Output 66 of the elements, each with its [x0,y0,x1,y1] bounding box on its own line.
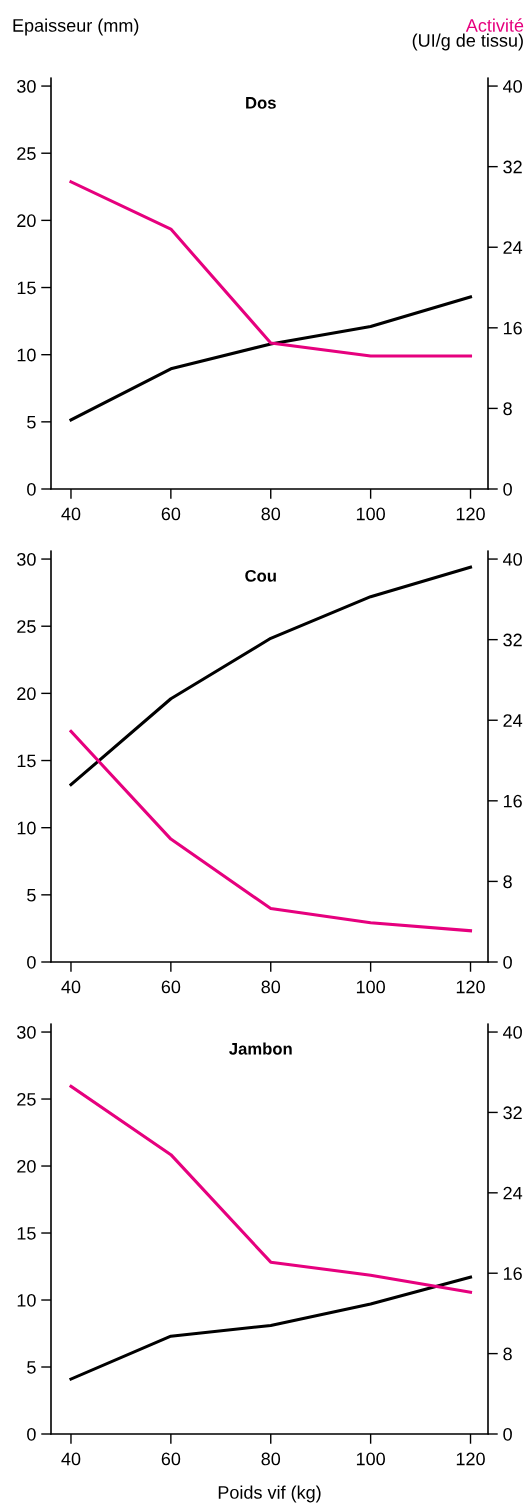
y-tick-label: 25 [17,620,36,633]
x-tick-label: 100 [356,507,385,521]
x-tick-label: 120 [456,980,485,994]
y2-tick-label: 24 [503,1186,523,1200]
y2-tick-label: 8 [503,402,512,416]
x-tick-label: 40 [61,1452,81,1466]
line-series [69,1084,473,1294]
x-tick-label: 80 [261,507,281,521]
y-tick-label: 15 [17,281,36,295]
x-tick-label: 80 [261,1452,281,1466]
y2-tick-label: 24 [503,714,523,727]
y2-tick-label: 40 [503,79,522,93]
y-tick-label: 20 [17,1159,36,1173]
y2-tick-label: 40 [503,552,522,566]
x-tick-label: 60 [161,980,181,994]
x-tick-label: 40 [61,980,81,994]
line-series [69,295,473,422]
y-tick-label: 15 [17,1227,36,1240]
y2-tick-label: 40 [503,1025,522,1039]
y-tick-label: 10 [17,1293,36,1307]
x-tick-label: 60 [161,1452,181,1466]
text: Dos [246,97,276,109]
y2-tick-label: 0 [503,482,512,496]
y-tick-label: 30 [17,1025,36,1039]
y2-tick-label: 0 [503,1427,512,1441]
y-axis-title: Epaisseur (mm) [13,18,139,36]
text: Cou [245,569,276,582]
y2-tick-label: 8 [503,1347,512,1361]
y2-tick-label: 16 [503,1267,522,1280]
y-tick-label: 25 [17,147,36,160]
y-tick-label: 30 [17,552,36,566]
x-axis-title: Poids vif (kg) [218,1485,321,1503]
x-tick-label: 100 [356,980,385,994]
line-series [69,180,473,358]
y-tick-label: 0 [27,482,36,496]
y2-tick-label: 32 [503,1106,522,1120]
x-tick-label: 60 [161,507,181,521]
y-tick-label: 10 [17,821,36,835]
y-tick-label: 0 [27,955,36,969]
text: Jambon [229,1042,292,1055]
y2-tick-label: 32 [503,633,522,647]
y-tick-label: 0 [27,1427,36,1441]
y2-tick-label: 32 [503,160,522,174]
y-tick-label: 5 [27,1361,36,1374]
y-tick-label: 25 [17,1092,36,1106]
x-tick-label: 120 [456,1452,485,1466]
y-tick-label: 20 [17,214,36,228]
line-series [69,1275,473,1381]
y2-tick-label: 16 [503,321,522,335]
x-tick-label: 100 [356,1452,385,1466]
y-tick-label: 5 [27,415,36,429]
y2-tick-label: 8 [503,875,512,889]
y-tick-label: 10 [17,348,36,362]
y2-tick-label: 24 [503,241,523,254]
y2-axis-title: Activité (UI/g de tissu) [412,18,524,51]
y-tick-label: 20 [17,687,36,701]
y-tick-label: 15 [17,754,36,768]
line-series [69,729,473,933]
x-tick-label: 120 [456,507,485,521]
y2-tick-label: 0 [503,955,512,969]
y-tick-label: 5 [27,888,36,902]
x-tick-label: 80 [261,980,281,994]
y2-tick-label: 16 [503,794,522,808]
line-series [69,565,473,787]
y-tick-label: 30 [17,79,36,93]
x-tick-label: 40 [61,507,81,521]
